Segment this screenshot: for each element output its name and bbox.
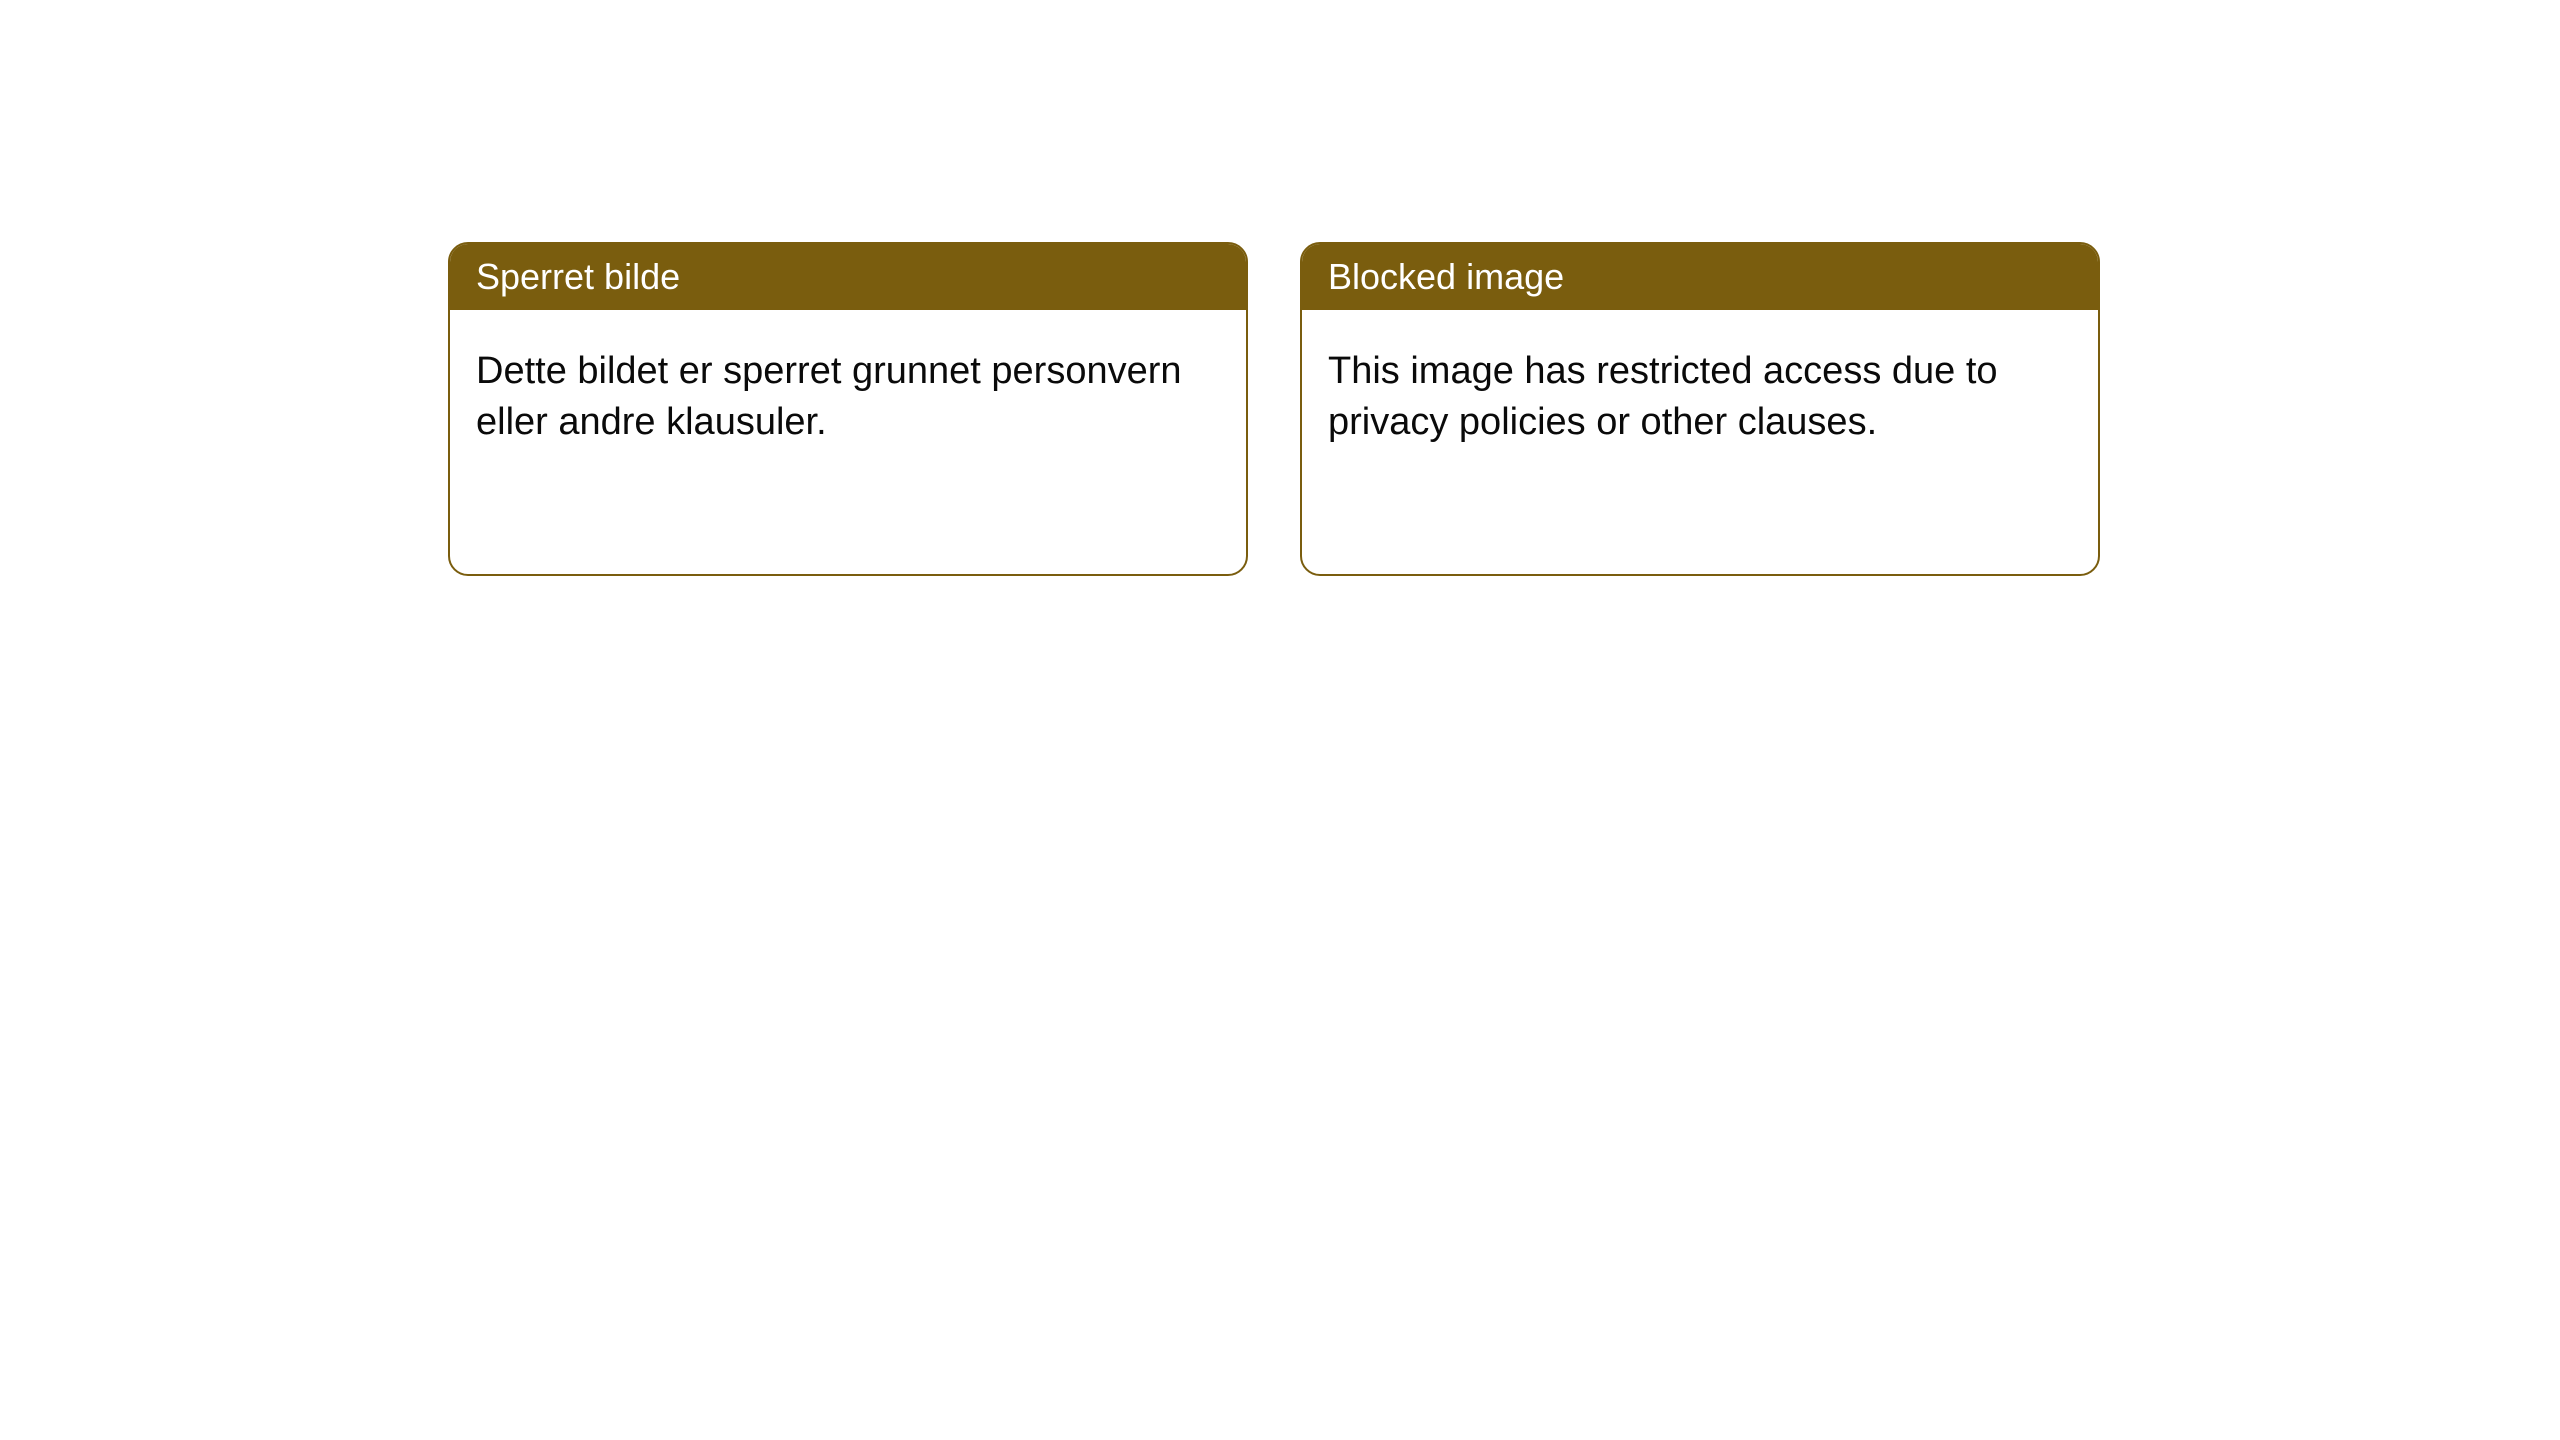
notice-box-english: Blocked image This image has restricted …: [1300, 242, 2100, 576]
notice-body: Dette bildet er sperret grunnet personve…: [450, 310, 1246, 485]
notice-box-norwegian: Sperret bilde Dette bildet er sperret gr…: [448, 242, 1248, 576]
notice-body: This image has restricted access due to …: [1302, 310, 2098, 485]
notice-header: Sperret bilde: [450, 244, 1246, 310]
notice-header: Blocked image: [1302, 244, 2098, 310]
notice-container: Sperret bilde Dette bildet er sperret gr…: [448, 242, 2100, 576]
